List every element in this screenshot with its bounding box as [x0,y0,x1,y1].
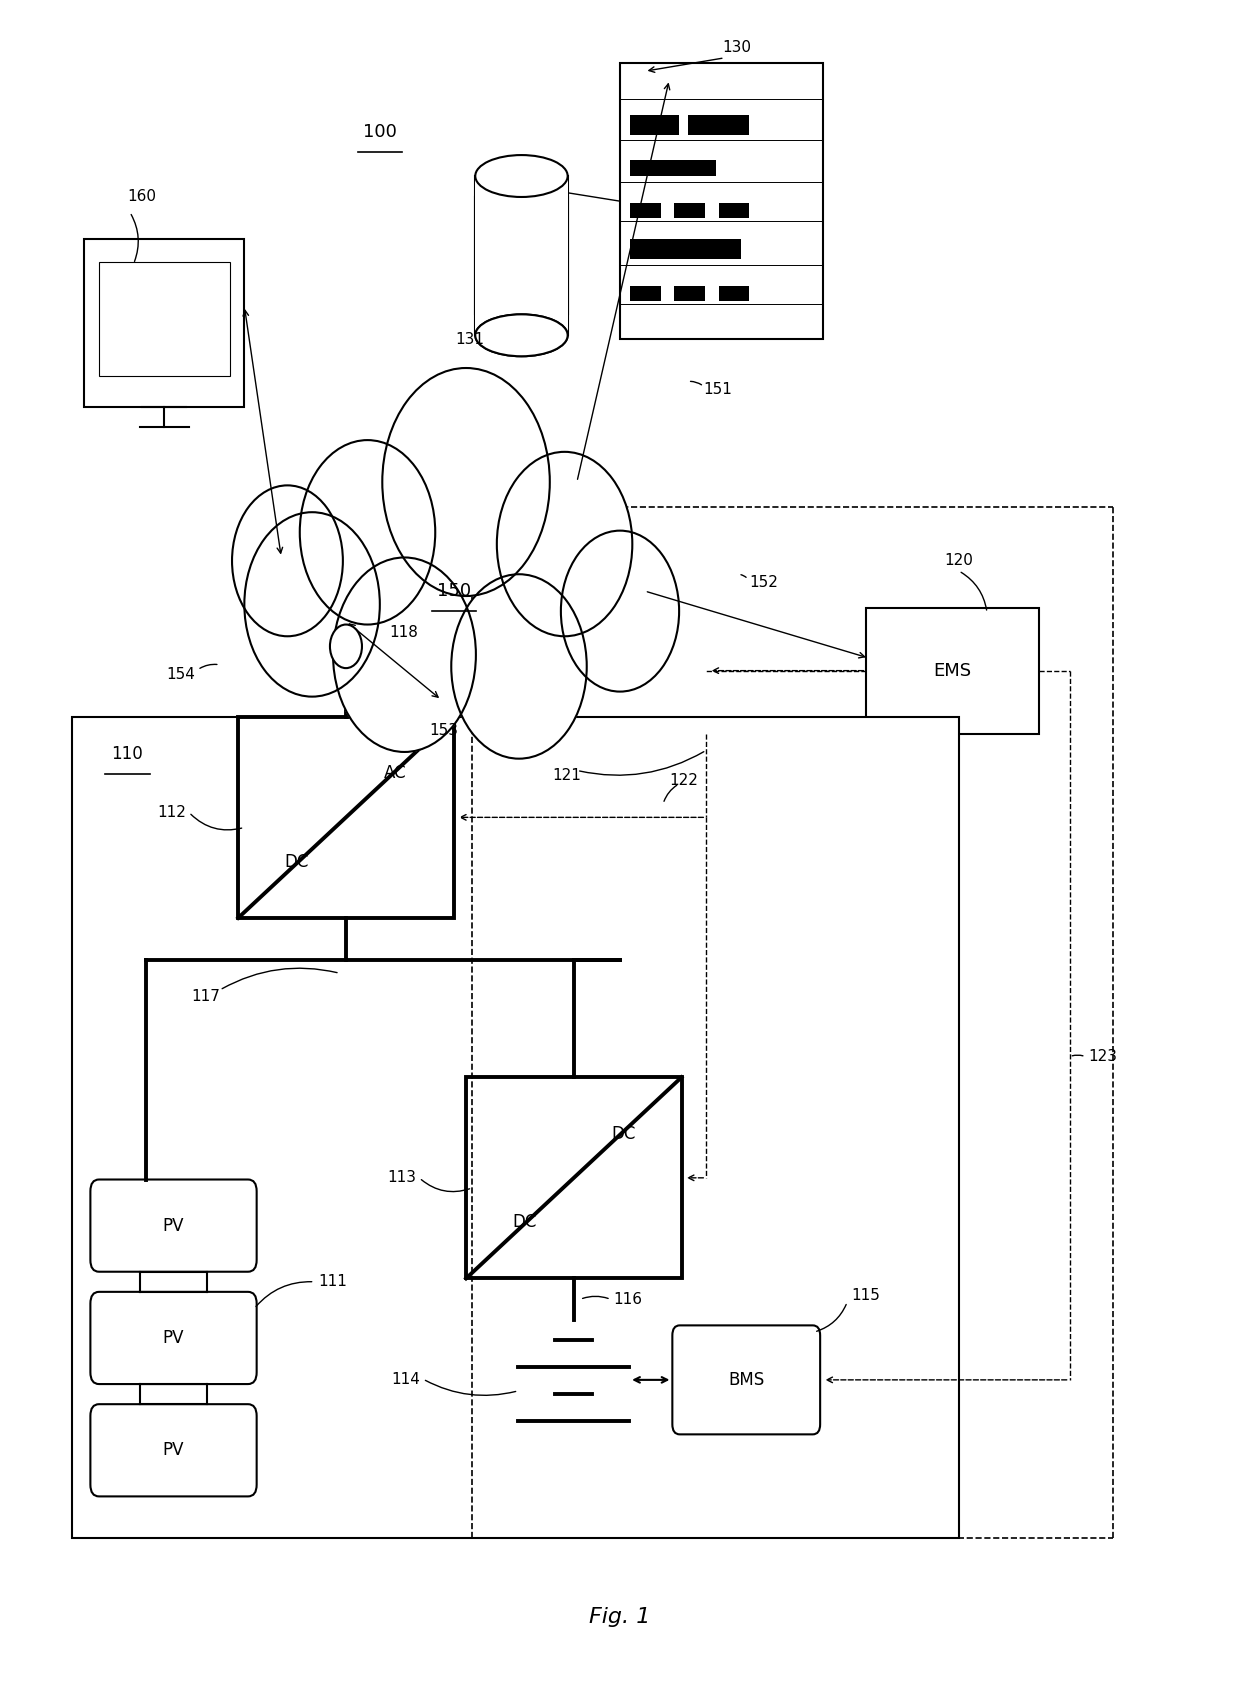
FancyBboxPatch shape [475,175,568,335]
FancyBboxPatch shape [630,239,740,259]
Ellipse shape [475,315,568,356]
Text: 122: 122 [670,773,698,789]
Text: 113: 113 [388,1171,417,1185]
Circle shape [300,440,435,625]
Text: 153: 153 [429,723,458,738]
Circle shape [451,575,587,758]
Text: 111: 111 [319,1274,347,1289]
Text: 114: 114 [392,1372,420,1387]
FancyBboxPatch shape [630,202,661,217]
Text: AC: AC [384,763,407,782]
FancyBboxPatch shape [867,608,1039,733]
FancyBboxPatch shape [688,115,749,135]
FancyBboxPatch shape [91,1404,257,1496]
FancyBboxPatch shape [238,716,454,918]
Text: PV: PV [162,1217,185,1235]
Text: DC: DC [284,853,309,871]
Circle shape [244,512,379,696]
Text: 121: 121 [552,768,582,784]
FancyBboxPatch shape [630,160,715,177]
Circle shape [497,452,632,637]
Text: 110: 110 [112,745,143,763]
Text: 152: 152 [749,575,779,590]
Text: 130: 130 [723,40,751,56]
FancyBboxPatch shape [630,286,661,300]
Text: 117: 117 [191,989,219,1004]
Text: 151: 151 [704,382,733,398]
Text: PV: PV [162,1329,185,1346]
Text: BMS: BMS [728,1372,764,1388]
FancyBboxPatch shape [466,1077,682,1279]
FancyBboxPatch shape [91,1292,257,1383]
Circle shape [330,625,362,669]
Text: 131: 131 [455,332,485,347]
Circle shape [232,485,343,637]
Text: 100: 100 [363,123,397,140]
Text: 120: 120 [945,553,973,568]
FancyBboxPatch shape [672,1326,820,1434]
Text: 118: 118 [389,625,418,640]
Text: DC: DC [611,1124,636,1142]
FancyBboxPatch shape [675,286,706,300]
Text: EMS: EMS [934,662,972,679]
Ellipse shape [475,315,568,356]
FancyBboxPatch shape [620,62,823,339]
Ellipse shape [475,155,568,197]
Text: 160: 160 [128,189,156,204]
Text: 150: 150 [436,581,471,600]
FancyBboxPatch shape [91,1180,257,1272]
Text: 116: 116 [614,1292,642,1308]
Text: 123: 123 [1087,1050,1117,1065]
Text: 154: 154 [166,667,195,682]
FancyBboxPatch shape [99,263,229,376]
Text: 112: 112 [157,805,186,821]
Text: PV: PV [162,1441,185,1459]
Text: 115: 115 [851,1287,880,1303]
Circle shape [334,558,476,752]
Circle shape [560,531,680,691]
FancyBboxPatch shape [675,202,706,217]
FancyBboxPatch shape [718,202,749,217]
FancyBboxPatch shape [630,115,680,135]
FancyBboxPatch shape [72,716,959,1538]
Circle shape [382,367,549,596]
FancyBboxPatch shape [84,239,244,406]
FancyBboxPatch shape [718,286,749,300]
Text: DC: DC [512,1213,537,1232]
Text: Fig. 1: Fig. 1 [589,1607,651,1628]
